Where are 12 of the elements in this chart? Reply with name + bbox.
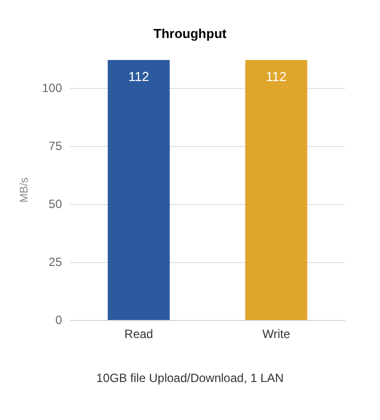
data-label: 112 [266, 69, 287, 84]
chart-title: Throughput [154, 26, 228, 41]
data-label: 112 [128, 69, 150, 84]
x-tick-label: Read [124, 327, 154, 341]
text: 10GB file Upload/Download, 1 LAN [96, 371, 284, 385]
y-tick-label: 25 [48, 254, 62, 269]
x-tick-label: Write [262, 327, 290, 341]
y-tick-label: 0 [55, 313, 62, 327]
y-tick-label: 75 [48, 138, 62, 153]
y-axis-title: MB/s [18, 176, 30, 203]
y-tick-label: 100 [42, 80, 62, 95]
y-tick-label: 50 [48, 196, 62, 211]
